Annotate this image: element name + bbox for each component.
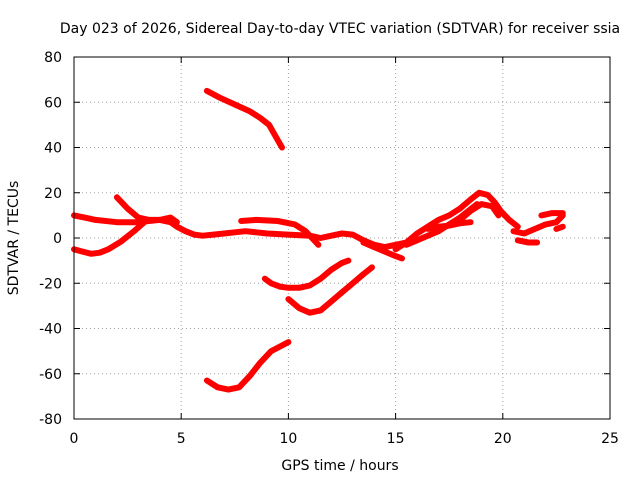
- series-arc-14: [456, 201, 502, 223]
- chart-title: Day 023 of 2026, Sidereal Day-to-day VTE…: [60, 21, 620, 37]
- series-arc-15: [510, 212, 566, 237]
- series-arc-1: [71, 216, 150, 257]
- y-tick-label: 60: [44, 95, 62, 111]
- series-arc-8: [203, 339, 292, 393]
- x-tick-label: 10: [279, 431, 297, 447]
- x-tick-label: 5: [177, 431, 186, 447]
- series-arc-16: [514, 237, 541, 246]
- x-tick-label: 25: [601, 431, 619, 447]
- y-tick-label: 40: [44, 141, 62, 157]
- series-arc-3: [113, 194, 180, 226]
- series-arc-10: [360, 239, 405, 262]
- x-axis-label: GPS time / hours: [281, 458, 398, 474]
- y-tick-label: -40: [39, 322, 62, 338]
- y-tick-label: 80: [44, 50, 62, 66]
- grid-layer: [74, 57, 610, 419]
- series-arc-17: [538, 210, 566, 219]
- series-arc-2: [71, 212, 313, 239]
- y-axis-label: SDTVAR / TECUs: [6, 181, 22, 296]
- series-layer: [71, 87, 566, 393]
- y-tick-label: -80: [39, 412, 62, 428]
- y-tick-label: 20: [44, 186, 62, 202]
- series-arc-18: [553, 223, 566, 232]
- series-arc-6: [261, 257, 352, 291]
- x-tick-label: 20: [494, 431, 512, 447]
- series-arc-13: [424, 219, 474, 232]
- y-tick-label: -60: [39, 367, 62, 383]
- y-tick-label: 0: [53, 231, 62, 247]
- y-tick-label: -20: [39, 276, 62, 292]
- x-tick-label: 0: [70, 431, 79, 447]
- series-arc-9: [306, 230, 410, 251]
- tick-layer: 0 5 10 15 20 25 -80 -60 -40 -20 0 20 40 60 80: [39, 50, 619, 447]
- x-tick-label: 15: [387, 431, 405, 447]
- series-arc-11: [392, 189, 521, 253]
- series-arc-7: [285, 264, 375, 316]
- series-arc-4: [203, 87, 285, 151]
